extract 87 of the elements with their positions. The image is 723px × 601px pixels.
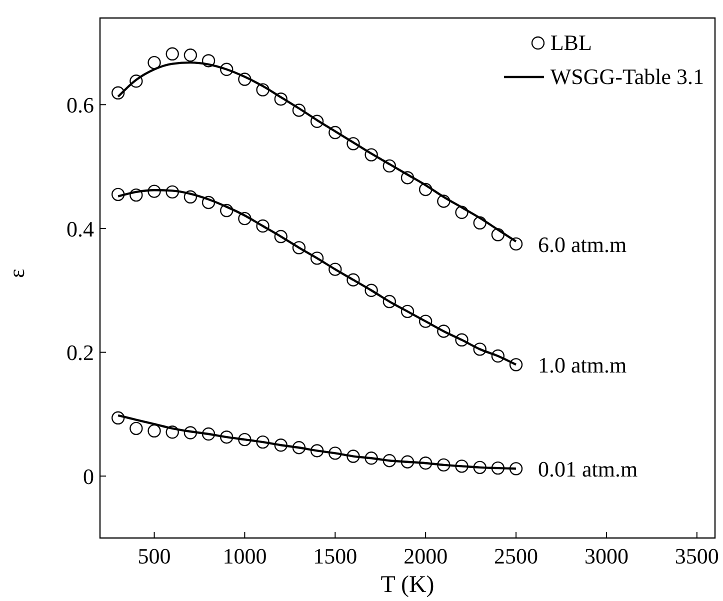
point — [346, 273, 360, 286]
x-tick-label: 2000 — [404, 544, 448, 569]
point — [509, 358, 523, 372]
point — [166, 185, 179, 199]
point — [238, 432, 252, 446]
point — [328, 126, 342, 140]
point — [455, 333, 468, 347]
x-tick-label: 1000 — [222, 544, 267, 569]
point — [220, 204, 234, 218]
point — [202, 196, 216, 210]
point — [166, 47, 179, 61]
point — [400, 304, 414, 318]
point — [220, 430, 234, 444]
point — [491, 228, 505, 242]
point — [310, 114, 324, 128]
point — [418, 182, 432, 196]
point — [238, 212, 252, 226]
point — [310, 444, 324, 458]
x-tick-label: 500 — [138, 544, 171, 569]
y-tick-label: 0.4 — [66, 216, 94, 242]
y-tick-label: 0 — [83, 464, 94, 489]
point — [166, 426, 179, 439]
point — [292, 241, 306, 254]
point — [238, 72, 252, 86]
x-tick-label: 3500 — [674, 544, 719, 569]
point — [364, 452, 378, 465]
point — [418, 314, 432, 328]
point — [184, 48, 198, 62]
point — [455, 460, 468, 473]
x-tick-label: 2500 — [494, 544, 538, 569]
point — [292, 441, 306, 454]
point — [130, 188, 143, 202]
point — [184, 426, 198, 440]
point — [400, 171, 414, 184]
point — [437, 194, 450, 208]
point — [148, 424, 161, 438]
point — [274, 438, 288, 452]
point — [382, 454, 396, 468]
point — [256, 435, 270, 449]
legend-label: LBL — [550, 30, 592, 56]
point — [274, 230, 288, 244]
point — [130, 422, 143, 436]
point — [473, 216, 486, 230]
point — [130, 74, 143, 88]
point — [382, 294, 396, 308]
point — [437, 458, 450, 472]
annotation: 0.01 atm.m — [538, 456, 638, 482]
y-axis-title: ε — [4, 268, 29, 278]
point — [184, 190, 198, 204]
point — [148, 56, 161, 70]
point — [455, 206, 468, 219]
point — [364, 148, 378, 162]
x-axis-title: T (K) — [380, 572, 434, 598]
point — [148, 184, 161, 198]
point — [491, 461, 505, 475]
point — [328, 262, 342, 276]
point — [382, 159, 396, 173]
point — [111, 411, 125, 425]
point — [111, 86, 125, 100]
x-tick-label: 1500 — [313, 544, 358, 569]
point — [346, 450, 360, 463]
point — [346, 137, 360, 150]
legend-label: WSGG-Table 3.1 — [550, 64, 704, 90]
point — [202, 54, 216, 68]
point — [256, 219, 270, 233]
annotation: 1.0 atm.m — [538, 352, 627, 378]
point — [292, 104, 306, 117]
point — [310, 252, 324, 265]
x-tick-label: 3000 — [584, 544, 628, 569]
point — [364, 284, 378, 297]
point — [509, 462, 523, 476]
y-tick-label: 0.2 — [66, 340, 94, 366]
point — [274, 92, 288, 106]
point — [400, 455, 414, 468]
point — [473, 342, 486, 356]
annotation: 6.0 atm.m — [538, 232, 627, 257]
point — [491, 349, 505, 363]
point — [111, 188, 125, 202]
point — [437, 324, 450, 338]
point — [220, 62, 234, 76]
y-tick-label: 0.6 — [66, 92, 94, 118]
point — [202, 427, 216, 441]
point — [418, 456, 432, 470]
point — [256, 83, 270, 96]
point — [509, 237, 523, 251]
point — [328, 446, 342, 460]
point — [473, 460, 486, 474]
